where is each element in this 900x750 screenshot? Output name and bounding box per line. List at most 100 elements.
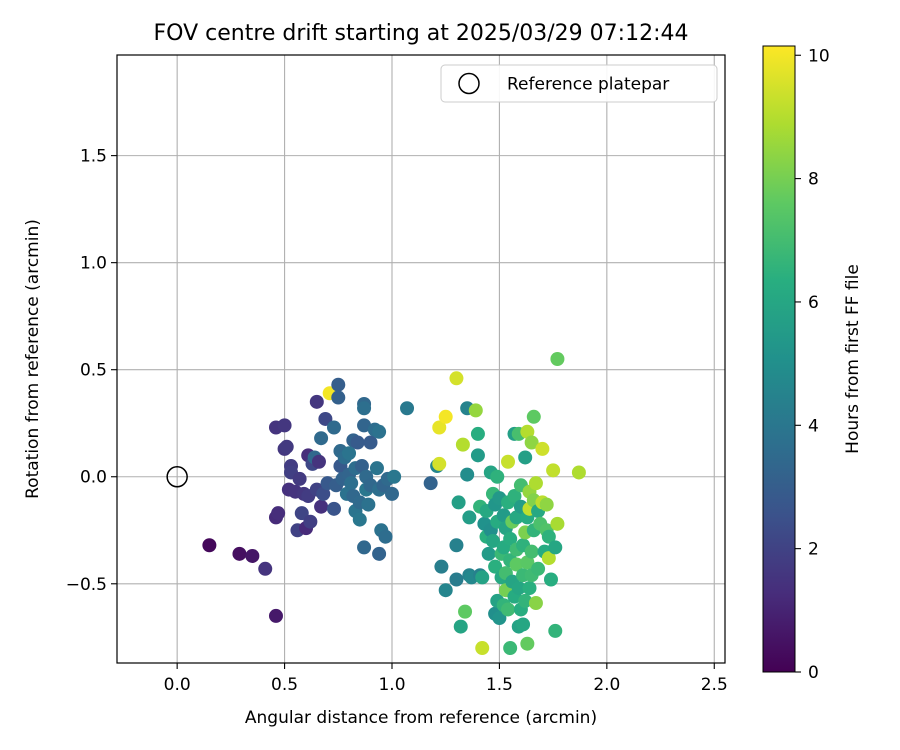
data-point bbox=[550, 352, 565, 366]
y-tick-label: 1.5 bbox=[80, 147, 107, 167]
data-point bbox=[449, 572, 464, 587]
x-tick-label: 0.0 bbox=[164, 675, 191, 695]
data-point bbox=[400, 401, 415, 416]
x-axis: 0.0 0.5 1.0 1.5 2.0 2.5 bbox=[164, 663, 728, 695]
data-point bbox=[522, 581, 537, 596]
data-point bbox=[550, 516, 565, 531]
data-point bbox=[541, 529, 556, 544]
chart-title: FOV centre drift starting at 2025/03/29 … bbox=[154, 21, 689, 46]
data-point bbox=[279, 439, 294, 454]
data-point bbox=[352, 512, 367, 527]
data-point bbox=[541, 551, 556, 566]
data-point bbox=[268, 608, 283, 623]
data-point bbox=[548, 623, 563, 638]
data-point bbox=[245, 548, 260, 563]
legend-open-circle-icon bbox=[458, 72, 480, 95]
data-point bbox=[520, 636, 535, 651]
data-point bbox=[438, 583, 453, 598]
data-point bbox=[492, 611, 507, 626]
x-tick-label: 2.0 bbox=[593, 675, 620, 695]
data-point bbox=[449, 371, 464, 386]
data-point bbox=[451, 495, 466, 510]
data-point bbox=[548, 540, 563, 555]
data-point bbox=[314, 431, 329, 446]
data-point bbox=[292, 471, 307, 486]
data-point bbox=[423, 476, 438, 491]
data-point bbox=[455, 437, 470, 452]
data-point bbox=[326, 420, 341, 435]
data-point bbox=[543, 572, 558, 587]
x-tick-label: 0.5 bbox=[271, 675, 298, 695]
data-point bbox=[434, 559, 449, 574]
data-point bbox=[372, 424, 387, 439]
data-point bbox=[432, 420, 447, 435]
data-point bbox=[520, 424, 535, 439]
data-point bbox=[271, 506, 286, 521]
data-point bbox=[378, 529, 393, 544]
colorbar-ticks: 0 2 4 6 8 10 bbox=[795, 46, 830, 683]
data-point bbox=[357, 540, 372, 555]
data-point bbox=[316, 486, 331, 501]
data-point bbox=[309, 394, 324, 409]
data-point bbox=[535, 441, 550, 456]
data-point bbox=[331, 390, 346, 405]
data-point bbox=[488, 559, 503, 574]
data-point bbox=[202, 538, 217, 553]
data-point bbox=[311, 454, 326, 469]
y-axis: −0.5 0.0 0.5 1.0 1.5 bbox=[66, 147, 117, 595]
data-point bbox=[350, 435, 365, 450]
data-point bbox=[507, 489, 522, 504]
data-point bbox=[468, 403, 483, 418]
colorbar-tick-label: 8 bbox=[808, 170, 819, 190]
legend: Reference platepar bbox=[440, 64, 718, 103]
data-points bbox=[202, 352, 586, 656]
data-point bbox=[331, 377, 346, 392]
data-point bbox=[501, 602, 516, 617]
data-point bbox=[460, 467, 475, 482]
data-point bbox=[571, 465, 586, 480]
x-tick-label: 1.0 bbox=[378, 675, 405, 695]
plot-area-frame bbox=[116, 54, 726, 664]
data-point bbox=[357, 401, 372, 416]
data-point bbox=[520, 555, 535, 570]
y-tick-label: −0.5 bbox=[66, 575, 107, 595]
y-tick-label: 0.5 bbox=[80, 361, 107, 381]
data-point bbox=[503, 641, 518, 656]
data-point bbox=[344, 476, 359, 491]
data-point bbox=[475, 570, 490, 585]
data-point bbox=[526, 409, 541, 424]
data-point bbox=[518, 593, 533, 608]
data-point bbox=[546, 463, 561, 478]
data-point bbox=[518, 450, 533, 465]
colorbar: 0 2 4 6 8 10 Hours from first FF file bbox=[762, 45, 863, 683]
data-point bbox=[354, 459, 369, 474]
colorbar-gradient bbox=[762, 45, 796, 673]
data-point bbox=[326, 501, 341, 516]
colorbar-label: Hours from first FF file bbox=[843, 264, 863, 454]
data-point bbox=[314, 499, 329, 514]
data-point bbox=[509, 510, 524, 525]
data-point bbox=[503, 531, 518, 546]
data-point bbox=[363, 435, 378, 450]
y-tick-label: 0.0 bbox=[80, 468, 107, 488]
data-point bbox=[232, 546, 247, 561]
y-tick-label: 1.0 bbox=[80, 254, 107, 274]
colorbar-tick-label: 10 bbox=[808, 46, 830, 66]
data-point bbox=[438, 409, 453, 424]
data-point bbox=[524, 544, 539, 559]
data-point bbox=[277, 418, 292, 433]
data-point bbox=[501, 454, 516, 469]
data-point bbox=[369, 461, 384, 476]
data-point bbox=[475, 641, 490, 656]
grid bbox=[117, 55, 725, 663]
data-point bbox=[528, 596, 543, 611]
data-point bbox=[258, 561, 273, 576]
data-point bbox=[531, 561, 546, 576]
colorbar-tick-label: 2 bbox=[808, 540, 819, 560]
data-point bbox=[453, 619, 468, 634]
colorbar-tick-label: 6 bbox=[808, 293, 819, 313]
x-axis-label: Angular distance from reference (arcmin) bbox=[245, 708, 597, 728]
data-point bbox=[470, 426, 485, 441]
y-axis-label: Rotation from reference (arcmin) bbox=[23, 219, 43, 499]
